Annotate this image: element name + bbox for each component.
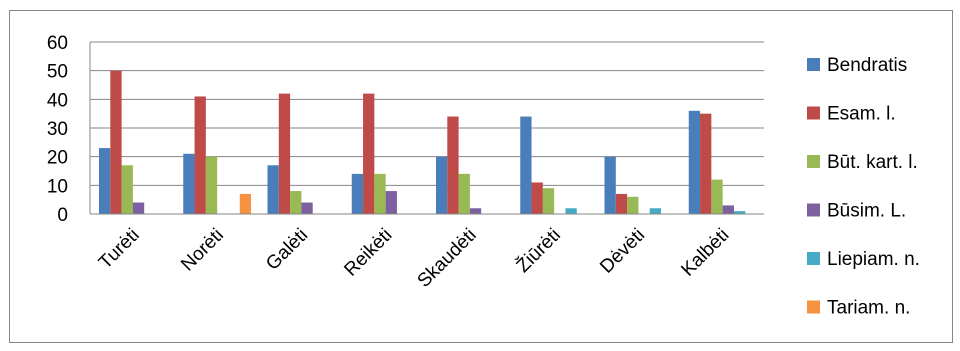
y-tick-label: 30 xyxy=(47,119,68,140)
y-tick-label: 10 xyxy=(47,176,68,197)
legend-swatch xyxy=(807,106,820,120)
bar xyxy=(722,205,734,214)
x-tick-label: Dėvėti xyxy=(596,225,649,278)
legend-label: Liepiam. n. xyxy=(827,249,920,270)
bar xyxy=(110,70,122,215)
bar xyxy=(99,148,111,214)
bar xyxy=(351,173,364,214)
bar xyxy=(649,208,661,214)
y-axis-ticks: 0 10 20 30 40 50 60 xyxy=(47,33,68,226)
bar xyxy=(132,202,145,214)
bar xyxy=(239,193,252,214)
y-tick-label: 50 xyxy=(47,62,68,83)
x-tick-label: Kalbėti xyxy=(677,225,733,281)
bar xyxy=(531,182,543,214)
bar xyxy=(627,196,639,214)
bar xyxy=(542,188,555,214)
x-tick-label: Turėti xyxy=(95,225,144,274)
bar xyxy=(469,208,482,214)
legend-label: Esam. l. xyxy=(827,104,896,125)
legend-swatch xyxy=(807,58,820,71)
bar xyxy=(436,156,448,214)
x-tick-label: Norėti xyxy=(177,225,228,276)
bar xyxy=(374,173,386,214)
bar xyxy=(290,191,302,214)
legend-label: Būt. kart. l. xyxy=(827,152,918,173)
bar xyxy=(205,156,218,214)
legend-label: Tariam. n. xyxy=(827,298,910,319)
bar xyxy=(183,153,195,214)
bar xyxy=(520,116,532,214)
bar xyxy=(733,211,746,214)
legend-label: Bendratis xyxy=(827,55,907,76)
legend-swatch xyxy=(807,300,820,314)
bar xyxy=(385,191,397,214)
legend-swatch xyxy=(807,252,820,265)
bar xyxy=(604,156,616,214)
bar xyxy=(615,193,628,214)
bar xyxy=(688,110,701,214)
x-tick-label: Reikėti xyxy=(340,225,396,281)
legend: Bendratis Esam. l. Būt. kart. l. Būsim. L. L… xyxy=(807,55,920,319)
y-tick-label: 40 xyxy=(47,90,68,111)
bar xyxy=(711,179,723,214)
x-tick-label: Skaudėti xyxy=(414,225,481,292)
legend-swatch xyxy=(807,155,820,168)
bar xyxy=(458,173,470,214)
bar xyxy=(121,165,133,214)
bar xyxy=(278,93,291,214)
bar xyxy=(194,96,206,214)
bar xyxy=(301,202,313,214)
y-tick-label: 0 xyxy=(57,205,68,226)
bar xyxy=(700,113,712,214)
chart-frame xyxy=(9,10,953,343)
x-axis-labels: Turėti Norėti Galėti Reikėti Skaudėti Žiūrėti… xyxy=(95,224,733,292)
bar xyxy=(447,116,459,214)
x-tick-label: Žiūrėti xyxy=(512,224,565,277)
bars xyxy=(99,70,746,215)
bar xyxy=(363,93,375,214)
x-tick-label: Galėti xyxy=(262,225,312,275)
bar xyxy=(267,165,279,214)
axes xyxy=(89,42,764,215)
legend-label: Būsim. L. xyxy=(827,201,906,222)
legend-swatch xyxy=(807,203,820,217)
y-tick-label: 20 xyxy=(47,148,68,169)
y-tick-label: 60 xyxy=(47,33,68,54)
bar xyxy=(565,208,577,214)
